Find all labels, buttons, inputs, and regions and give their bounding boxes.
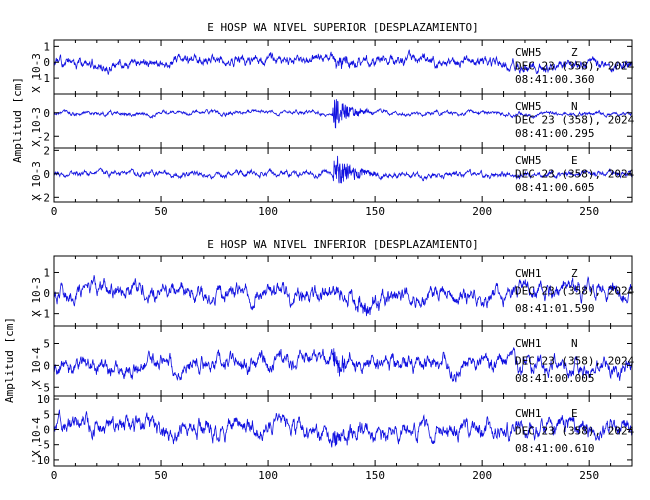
chart-title: E HOSP WA NIVEL SUPERIOR [DESPLAZAMIENTO… [207,21,479,34]
panel-frame [53,147,633,203]
scale-label: X 10-3 [30,107,43,147]
chart-title: E HOSP WA NIVEL INFERIOR [DESPLAZAMIENTO… [207,238,479,251]
record-date: DEC 23 (358), 2024 [515,355,635,368]
x-tick-label: 150 [365,469,385,482]
record-time: 08:41:00.360 [515,73,594,86]
x-tick-label: 100 [258,205,278,218]
scale-label: X 10-4 [30,417,43,457]
y-tick-label: -2 [37,191,50,204]
trace-cwh5-z [53,49,632,75]
x-tick-label: 150 [365,205,385,218]
x-tick-label: 200 [472,205,492,218]
component-name: E [571,407,578,420]
trace-cwh1-n [53,347,632,383]
station-name: CWH1 [515,337,542,350]
station-name: CWH1 [515,267,542,280]
y-tick-label: 0 [43,107,50,120]
y-tick-label: -2 [37,130,50,143]
record-date: DEC 23 (358), 2024 [515,285,635,298]
station-name: CWH5 [515,154,542,167]
station-name: CWH1 [515,407,542,420]
y-tick-label: 0 [43,287,50,300]
y-tick-label: 0 [43,423,50,436]
component-name: E [571,154,578,167]
record-date: DEC 23 (358), 2024 [515,114,635,127]
y-tick-label: -5 [37,439,50,452]
y-tick-label: 5 [43,338,50,351]
y-tick-label: 0 [43,56,50,69]
record-time: 08:41:01.590 [515,302,594,315]
y-tick-label: -10 [30,454,50,467]
record-time: 08:41:00.295 [515,127,594,140]
scale-label: X 10-3 [30,277,43,317]
scale-label: X 10-4 [30,347,43,387]
station-name: CWH5 [515,46,542,59]
x-tick-label: 0 [51,469,58,482]
y-tick-label: -1 [37,72,50,85]
x-tick-label: 50 [154,205,167,218]
x-tick-label: 0 [51,205,58,218]
trace-cwh5-n [54,99,632,129]
trace-cwh5-e [53,155,632,184]
y-axis-label: Amplitud [cm] [11,77,24,163]
record-time: 08:41:00.005 [515,372,594,385]
record-date: DEC 23 (358), 2024 [515,425,635,438]
x-tick-label: 100 [258,469,278,482]
component-name: Z [571,267,578,280]
y-tick-label: 1 [43,40,50,53]
scale-label: X 10-3 [30,161,43,201]
x-tick-label: 250 [579,205,599,218]
record-date: DEC 23 (358), 2024 [515,168,635,181]
x-tick-label: 200 [472,469,492,482]
y-tick-label: 2 [43,144,50,157]
y-axis-label: Amplitud [cm] [3,317,16,403]
component-name: N [571,100,578,113]
y-tick-label: 0 [43,359,50,372]
record-date: DEC 23 (358), 2024 [515,60,635,73]
trace-cwh1-z [53,275,632,317]
x-tick-label: 50 [154,469,167,482]
y-tick-label: 0 [43,168,50,181]
record-time: 08:41:00.605 [515,181,594,194]
component-name: Z [571,46,578,59]
y-tick-label: -1 [37,308,50,321]
x-tick-label: 250 [579,469,599,482]
scale-label: X 10-3 [30,53,43,93]
y-tick-label: 1 [43,266,50,279]
panel-frame [53,395,633,467]
y-tick-label: 5 [43,408,50,421]
trace-cwh1-e [53,409,632,448]
component-name: N [571,337,578,350]
y-tick-label: 10 [37,393,50,406]
station-name: CWH5 [515,100,542,113]
record-time: 08:41:00.610 [515,442,594,455]
y-tick-label: -5 [37,381,50,394]
